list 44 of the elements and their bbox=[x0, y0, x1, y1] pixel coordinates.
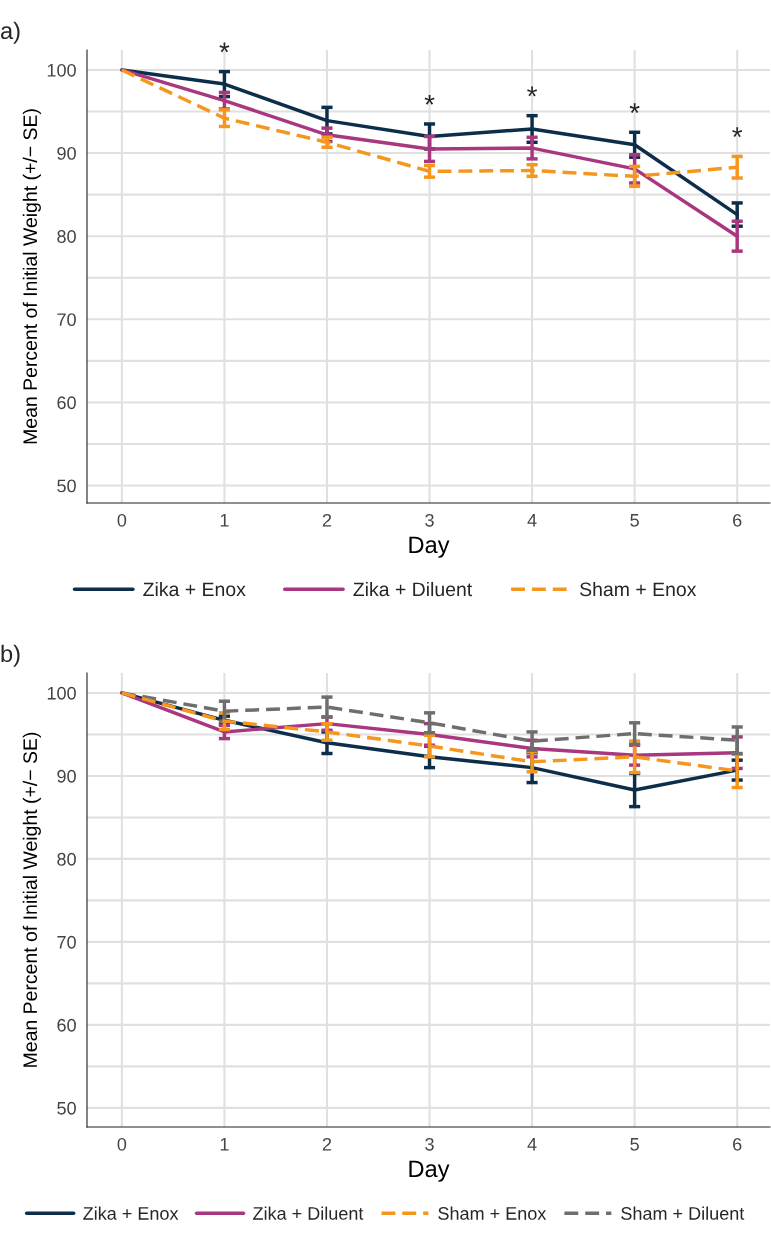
y-tick-label: 50 bbox=[57, 479, 76, 493]
y-tick-label: 70 bbox=[57, 313, 76, 327]
legend-label: Zika + Enox bbox=[143, 581, 246, 597]
x-tick-label: 4 bbox=[527, 514, 537, 527]
legend-label: Zika + Diluent bbox=[253, 1206, 364, 1220]
x-tick-label: 3 bbox=[425, 513, 434, 527]
annotation: * bbox=[424, 94, 435, 105]
annotation: * bbox=[219, 42, 230, 53]
x-tick-label: 6 bbox=[733, 1137, 742, 1151]
x-tick-label: 0 bbox=[117, 1137, 127, 1151]
legend-label: Zika + Diluent bbox=[353, 581, 473, 597]
y-axis-title: Mean Percent of Initial Weight (+/− SE) bbox=[22, 109, 41, 444]
x-tick-label: 1 bbox=[220, 1138, 229, 1151]
y-tick-label: 80 bbox=[57, 230, 76, 243]
x-tick-label: 5 bbox=[630, 1138, 639, 1151]
legend-label: Sham + Diluent bbox=[621, 1206, 745, 1220]
x-tick-label: 4 bbox=[527, 1138, 537, 1151]
y-tick-label: 80 bbox=[57, 852, 76, 866]
y-tick-label: 60 bbox=[57, 1018, 76, 1032]
x-tick-label: 6 bbox=[733, 513, 742, 527]
annotation: * bbox=[527, 86, 538, 97]
x-axis-title: Day bbox=[409, 536, 450, 558]
legend-label: Sham + Enox bbox=[438, 1206, 547, 1220]
y-tick-label: 100 bbox=[47, 63, 76, 77]
y-tick-label: 90 bbox=[57, 147, 76, 160]
legend-label: Sham + Enox bbox=[580, 581, 697, 597]
x-tick-label: 3 bbox=[425, 1137, 434, 1151]
y-tick-label: 90 bbox=[57, 769, 76, 783]
chart-title: b) bbox=[1, 644, 20, 667]
chart-title: a) bbox=[1, 21, 20, 44]
x-tick-label: 2 bbox=[322, 1137, 332, 1151]
x-axis-title: Day bbox=[409, 1160, 450, 1182]
y-tick-label: 100 bbox=[47, 686, 76, 700]
annotation: * bbox=[732, 127, 743, 138]
x-tick-label: 5 bbox=[630, 514, 639, 527]
y-tick-label: 50 bbox=[57, 1101, 76, 1115]
y-tick-label: 70 bbox=[57, 935, 76, 949]
y-axis-title: Mean Percent of Initial Weight (+/− SE) bbox=[22, 732, 41, 1067]
annotation: * bbox=[629, 103, 640, 113]
x-tick-label: 2 bbox=[322, 513, 332, 527]
x-tick-label: 1 bbox=[220, 514, 229, 527]
y-tick-label: 60 bbox=[57, 396, 76, 410]
legend-label: Zika + Enox bbox=[83, 1206, 179, 1220]
x-tick-label: 0 bbox=[117, 513, 127, 527]
